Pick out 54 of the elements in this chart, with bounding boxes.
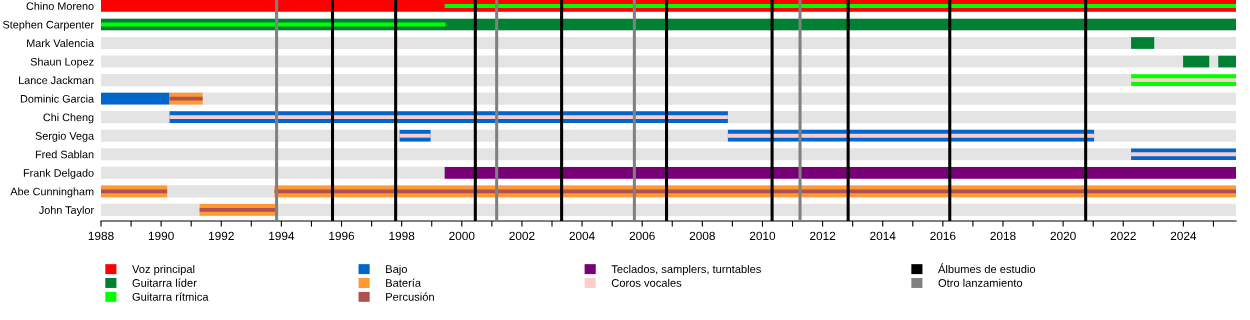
y-tick-label: John Taylor [39,205,94,217]
x-tick-label: 1998 [389,231,415,241]
legend-label: Coros vocales [611,278,682,287]
bar [101,189,168,194]
bar [169,96,203,101]
legend-label: Otro lanzamiento [938,278,1023,287]
bar [101,92,170,105]
x-tick-label: 2010 [749,231,776,241]
legend-label: Voz principal [132,264,195,276]
y-tick-label: Shaun Lopez [30,57,94,68]
legend-label: Bajo [386,264,407,276]
bar [399,133,431,138]
y-tick-label: Stephen Carpenter [3,20,94,31]
y-tick-label: Frank Delgado [23,168,94,179]
y-tick-label: Mark Valencia [27,39,95,48]
bar [1131,78,1236,83]
x-tick-label: 2008 [689,231,715,241]
bar [1131,152,1236,157]
legend-label: Teclados, samplers, turntables [611,264,761,276]
legend-label: Guitarra rítmica [132,292,209,301]
x-tick-label: 2002 [509,231,535,241]
x-tick-label: 2006 [629,231,655,241]
x-tick-label: 2024 [1170,231,1197,241]
x-tick-label: 2014 [870,231,896,241]
x-tick-label: 1990 [148,231,174,241]
x-tick-label: 1996 [329,231,355,241]
y-tick-label: Dominic Garcia [20,94,95,103]
legend-label: Álbumes de estudio [938,263,1036,274]
legend-label: Percusión [386,292,434,301]
x-tick-label: 2022 [1110,231,1136,241]
bar [1218,55,1236,68]
x-tick-label: 1992 [209,231,234,241]
y-tick-label: Fred Sablan [35,150,94,159]
bar [727,133,1095,138]
bar [169,115,728,120]
x-tick-label: 2004 [569,231,595,241]
x-tick-label: 2018 [990,231,1016,241]
y-tick-label: Lance Jackman [19,76,94,85]
x-tick-label: 2012 [810,231,836,241]
y-tick-label: Abe Cunningham [10,187,94,198]
y-tick-label: Chi Cheng [43,113,94,124]
bar [1131,37,1155,49]
x-tick-label: 2016 [930,231,956,241]
bar [444,3,1236,8]
legend-label: Guitarra líder [132,278,197,287]
legend-label: Batería [386,278,422,287]
x-tick-label: 2000 [449,231,475,241]
x-tick-label: 1988 [88,231,114,241]
x-tick-label: 2020 [1050,231,1076,241]
x-tick-label: 1994 [269,231,295,241]
y-tick-label: Chino Moreno [26,2,94,10]
bar [1183,55,1210,68]
bar [199,207,276,212]
y-tick-label: Sergio Vega [35,131,95,142]
